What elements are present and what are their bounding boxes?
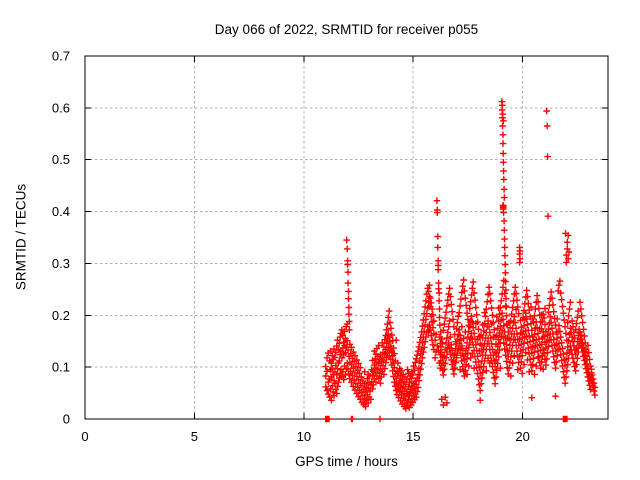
y-tick-label: 0.3 bbox=[52, 256, 70, 271]
x-tick-label: 10 bbox=[297, 429, 311, 444]
y-tick-label: 0.1 bbox=[52, 360, 70, 375]
y-tick-label: 0.6 bbox=[52, 100, 70, 115]
y-tick-label: 0 bbox=[63, 412, 70, 427]
plot-border bbox=[84, 55, 609, 420]
x-tick-label: 5 bbox=[191, 429, 198, 444]
scatter-points bbox=[322, 98, 599, 423]
plot-title: Day 066 of 2022, SRMTID for receiver p05… bbox=[214, 22, 479, 37]
y-tick-label: 0.7 bbox=[52, 49, 70, 64]
x-tick-label: 15 bbox=[406, 429, 420, 444]
y-tick-label: 0.4 bbox=[52, 204, 70, 219]
x-tick-label: 20 bbox=[515, 429, 529, 444]
x-axis-label: GPS time / hours bbox=[295, 454, 398, 469]
x-tick-label: 0 bbox=[81, 429, 88, 444]
y-tick-label: 0.5 bbox=[52, 152, 70, 167]
y-tick-label: 0.2 bbox=[52, 308, 70, 323]
